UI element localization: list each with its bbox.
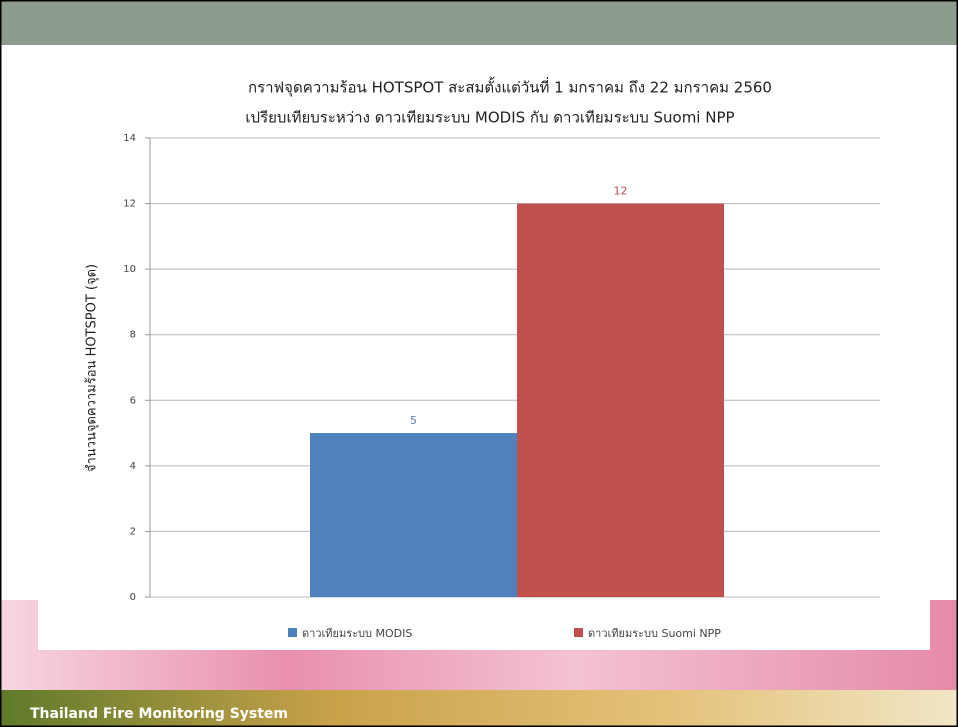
y-tick-label: 14 [123,133,136,144]
data-label: 5 [410,414,417,427]
bar [517,204,724,597]
y-tick-label: 0 [130,592,136,603]
y-tick-label: 12 [123,199,136,210]
bar [310,433,517,597]
legend-swatch [288,628,297,637]
chart-title: กราฟจุดความร้อน HOTSPOT สะสมตั้งแต่วันที… [248,77,772,98]
slide: Thailand Fire Monitoring System กราฟจุดค… [0,0,958,727]
y-tick-label: 2 [130,526,136,537]
y-tick-label: 4 [130,461,136,472]
y-tick-label: 6 [130,395,136,406]
y-axis-label: จำนวนจุดความร้อน HOTSPOT (จุด) [85,264,100,472]
data-label: 12 [614,185,628,198]
legend-label: ดาวเทียมระบบ Suomi NPP [588,627,721,640]
legend-label: ดาวเทียมระบบ MODIS [302,627,412,640]
y-tick-label: 10 [123,264,136,275]
chart-subtitle: เปรียบเทียบระหว่าง ดาวเทียมระบบ MODIS กั… [245,109,734,127]
y-tick-label: 8 [130,330,136,341]
footer-text: Thailand Fire Monitoring System [30,706,288,722]
legend-swatch [574,628,583,637]
header-band [0,0,958,45]
